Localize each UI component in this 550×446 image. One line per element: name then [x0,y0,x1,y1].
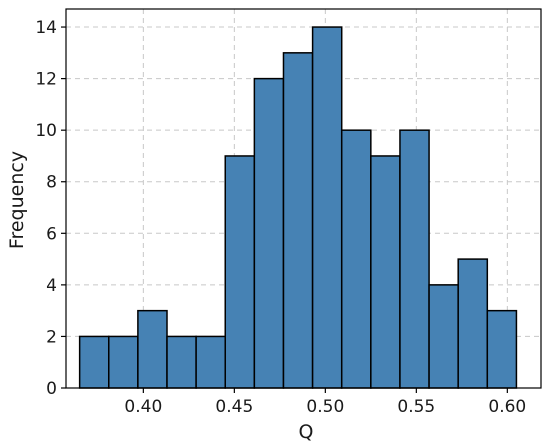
histogram-bar [224,155,256,389]
histogram-bar [340,129,372,389]
bars-layer [78,26,518,389]
y-tick-label: 0 [46,379,57,399]
histogram-bar [137,309,168,389]
x-axis-label: Q [299,421,314,443]
x-tick-label: 0.60 [488,397,526,417]
x-tick-label: 0.45 [215,397,253,417]
histogram-bar [370,155,401,389]
plot-frame [65,8,542,389]
histogram-bar [428,284,459,389]
histogram-bar [399,129,430,389]
y-tick-label: 8 [46,173,57,193]
y-tick-label: 4 [46,276,57,296]
y-tick-label: 12 [35,70,57,90]
histogram-bar [486,309,518,389]
y-tick-label: 10 [35,121,57,141]
y-axis-label: Frequency [6,151,28,249]
x-tick-label: 0.55 [397,397,435,417]
x-tick-label: 0.50 [306,397,344,417]
histogram-bar [195,335,226,389]
histogram-bar [311,26,343,389]
y-tick-label: 14 [35,18,57,38]
histogram-bar [282,52,314,389]
histogram-bar [108,335,139,389]
histogram-bar [253,77,285,389]
axes-layer [65,8,542,389]
x-tick-label: 0.40 [124,397,162,417]
ticks-layer: 0.40 0.45 0.50 0.55 0.60 0 2 4 6 8 10 12 14 [35,18,526,417]
histogram-bar [166,335,197,389]
histogram-bar [78,335,110,389]
y-tick-label: 2 [46,327,57,347]
histogram-bar [457,258,489,389]
y-tick-label: 6 [46,224,57,244]
